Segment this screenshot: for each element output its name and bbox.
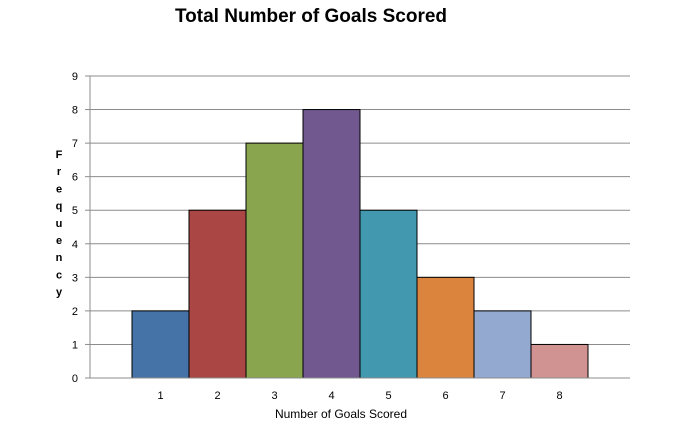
x-tick-label: 2 (214, 390, 220, 402)
bar (530, 343, 589, 379)
x-tick-label: 7 (499, 390, 505, 402)
y-tick-label: 2 (72, 306, 78, 318)
x-tick-label: 3 (271, 390, 277, 402)
bars (131, 109, 589, 379)
y-tick-label: 8 (72, 105, 78, 117)
bar (359, 209, 418, 379)
y-tick-label: 0 (72, 373, 78, 385)
y-tick-label: 6 (72, 172, 78, 184)
y-axis-title-letter: c (56, 269, 62, 281)
x-tick-label: 6 (442, 390, 448, 402)
y-axis-title-letter: e (56, 183, 62, 195)
bar (473, 310, 532, 379)
chart-title: Total Number of Goals Scored (175, 6, 447, 27)
bar (416, 276, 475, 379)
bar (302, 109, 361, 379)
y-axis-title-letter: q (56, 201, 63, 213)
bar (245, 142, 304, 379)
y-tick-label: 4 (72, 239, 78, 251)
axes (85, 76, 630, 379)
y-axis-title-letter: r (57, 166, 62, 178)
bar (131, 310, 190, 379)
y-axis-title-letter: y (56, 287, 63, 299)
bar (188, 209, 247, 379)
x-tick-label: 4 (328, 390, 334, 402)
x-tick-label: 8 (556, 390, 562, 402)
y-axis-title-letter: e (56, 235, 62, 247)
y-axis-title-letter: F (56, 149, 63, 161)
y-tick-labels: 0 1 2 3 4 5 6 7 8 9 (72, 71, 78, 385)
x-tick-labels: 1 2 3 4 5 6 7 8 (157, 390, 562, 402)
x-tick-label: 5 (385, 390, 391, 402)
y-axis-title-letter: n (56, 252, 63, 264)
y-tick-label: 9 (72, 71, 78, 83)
y-tick-label: 3 (72, 272, 78, 284)
x-axis-title: Number of Goals Scored (275, 407, 407, 421)
y-tick-label: 7 (72, 138, 78, 150)
y-tick-label: 1 (72, 339, 78, 351)
x-tick-label: 1 (157, 390, 163, 402)
y-axis-title-letter: u (56, 218, 63, 230)
y-tick-label: 5 (72, 205, 78, 217)
